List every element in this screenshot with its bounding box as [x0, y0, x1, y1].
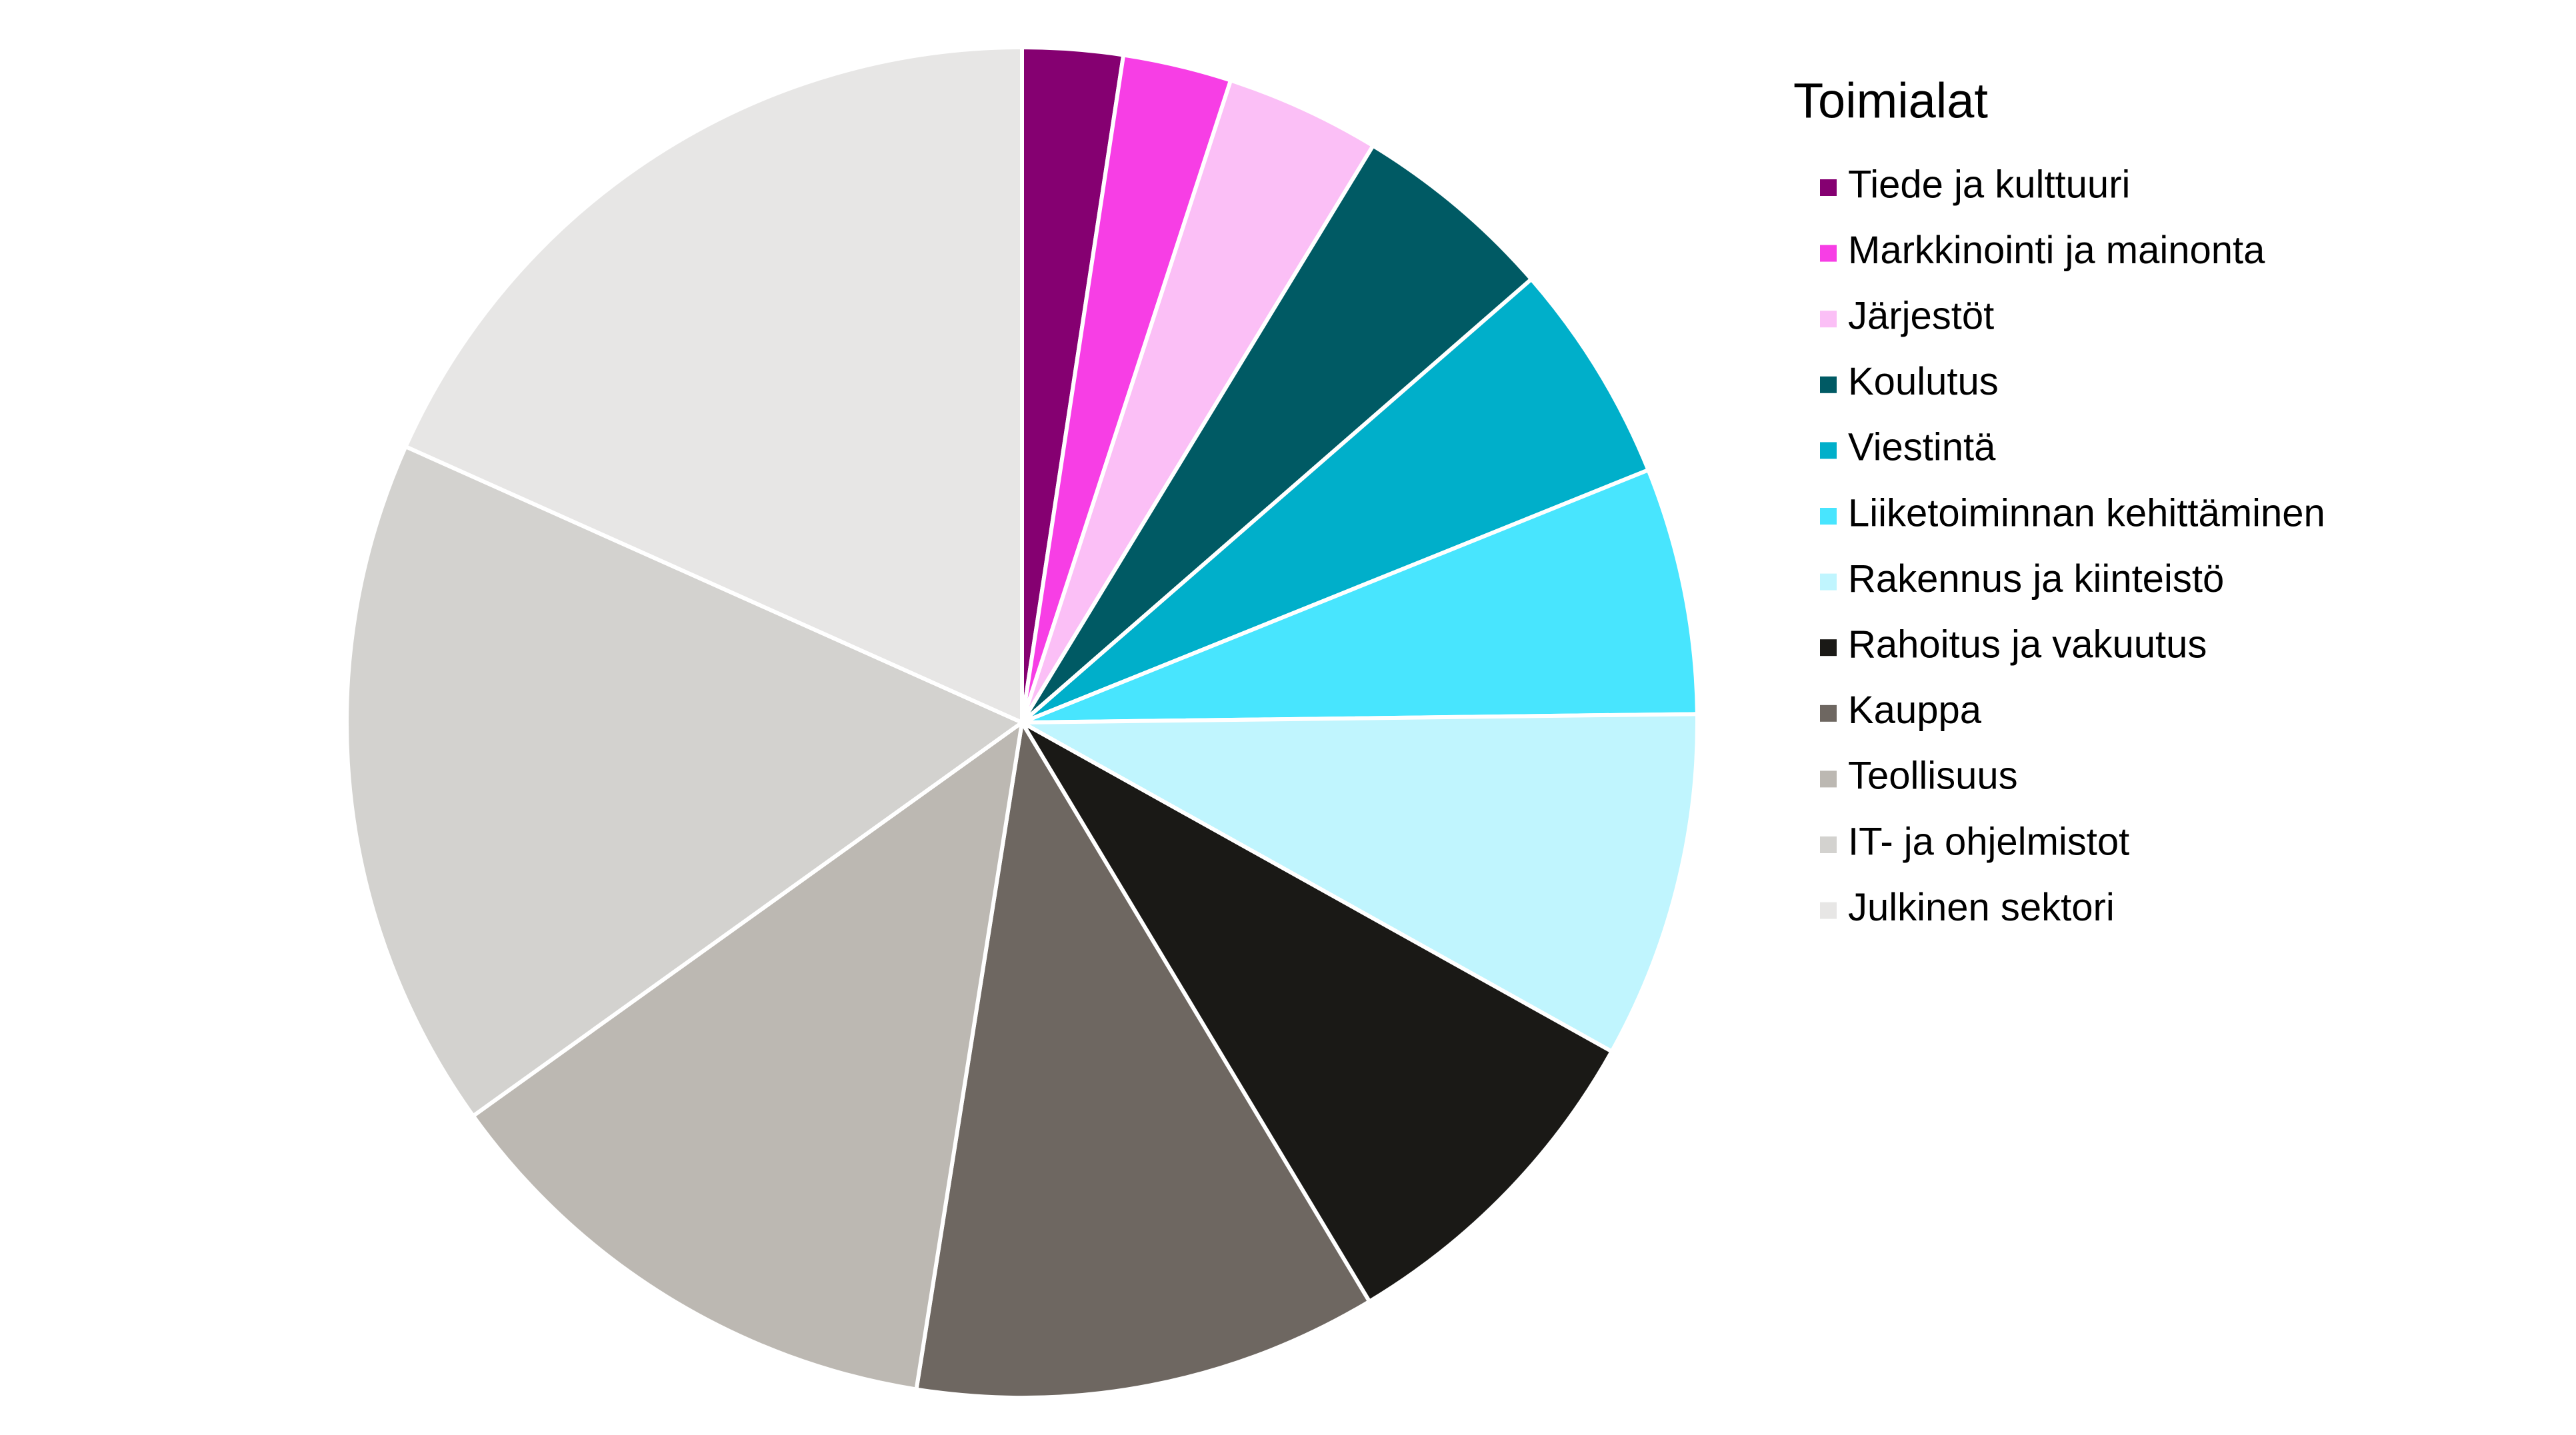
- pie-slice: [1014, 712, 1699, 1054]
- legend-label: IT- ja ohjelmistot: [1848, 820, 2129, 863]
- legend-title: Toimialat: [1793, 73, 1988, 129]
- pie-slice: [1016, 717, 1615, 1304]
- legend-label: Markkinointi ja mainonta: [1848, 229, 2265, 272]
- legend-swatch: [1820, 902, 1837, 919]
- pie-slice: [345, 444, 1026, 1119]
- pie-slice: [403, 45, 1024, 726]
- legend-label: Liiketoiminnan kehittäminen: [1848, 491, 2325, 535]
- legend-label: Järjestöt: [1848, 295, 1994, 338]
- legend-swatch: [1820, 311, 1837, 328]
- legend-label: Kauppa: [1848, 689, 1982, 732]
- legend-label: Julkinen sektori: [1848, 886, 2115, 929]
- pie-slice: [1021, 467, 1699, 724]
- legend-label: Rahoitus ja vakuutus: [1848, 623, 2207, 667]
- legend-swatch: [1820, 573, 1837, 591]
- legend-swatch: [1820, 705, 1837, 722]
- legend-swatch: [1820, 376, 1837, 393]
- legend-label: Viestintä: [1848, 426, 1996, 469]
- legend-label: Koulutus: [1848, 360, 1999, 403]
- legend-label: Teollisuus: [1848, 754, 2018, 798]
- pie-slice: [914, 717, 1373, 1400]
- legend-label: Rakennus ja kiinteistö: [1848, 557, 2224, 601]
- pie-slice: [1020, 77, 1376, 724]
- legend-swatch: [1820, 179, 1837, 196]
- legend-swatch: [1820, 442, 1837, 459]
- legend-swatch: [1820, 508, 1837, 525]
- pie-slice: [1020, 143, 1535, 724]
- pie-slice: [1021, 276, 1651, 724]
- legend-swatch: [1820, 836, 1837, 853]
- legend-swatch: [1820, 639, 1837, 657]
- legend-swatch: [1820, 245, 1837, 262]
- legend-label: Tiede ja kulttuuri: [1848, 163, 2130, 206]
- pie-slice: [470, 718, 1025, 1392]
- legend-swatch: [1820, 770, 1837, 788]
